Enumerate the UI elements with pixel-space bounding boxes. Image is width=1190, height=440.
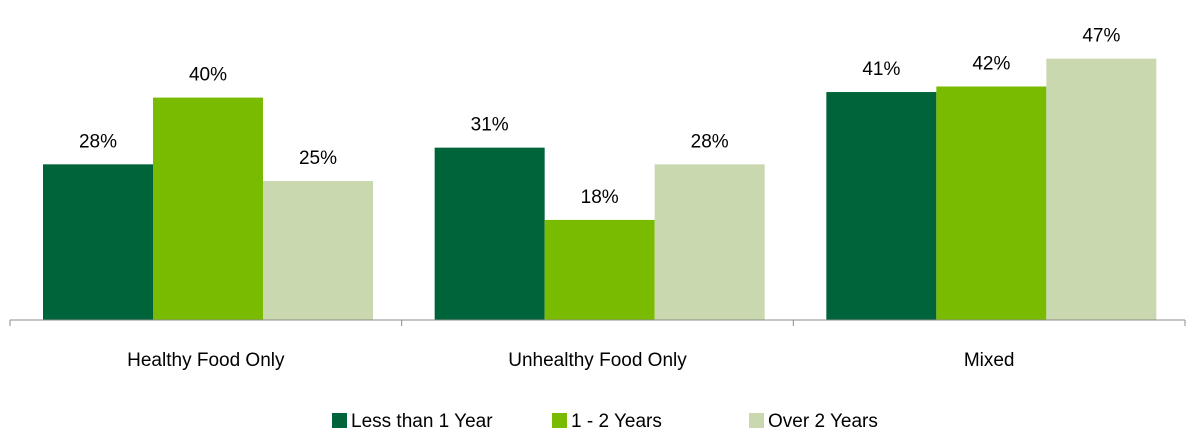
value-labels-layer: 28% 40% 25% 31% 18% 28% 41% 42% 47% <box>79 26 1120 208</box>
data-label-unhealthy-food-only-over-2-years: 28% <box>691 131 729 152</box>
bar-unhealthy-food-only-over-2-years <box>654 164 765 320</box>
x-axis <box>9 319 1186 326</box>
bars-layer <box>43 58 1157 321</box>
bar-mixed-1-2-years <box>936 86 1047 320</box>
category-label-mixed: Mixed <box>964 350 1015 371</box>
legend-label-less-than-1-year: Less than 1 Year <box>351 411 493 432</box>
bar-healthy-food-only-less-than-1-year <box>43 164 153 320</box>
bar-unhealthy-food-only-less-than-1-year <box>434 147 545 320</box>
bar-healthy-food-only-over-2-years <box>263 181 373 320</box>
data-label-unhealthy-food-only-1-2-years: 18% <box>581 187 619 208</box>
legend-label-over-2-years: Over 2 Years <box>768 411 878 432</box>
category-label-healthy-food-only: Healthy Food Only <box>127 350 285 371</box>
category-labels-layer: Healthy Food Only Unhealthy Food Only Mixe… <box>127 350 1014 371</box>
data-label-mixed-1-2-years: 42% <box>972 53 1010 74</box>
bar-unhealthy-food-only-1-2-years <box>544 219 655 320</box>
data-label-healthy-food-only-over-2-years: 25% <box>299 148 337 169</box>
bar-mixed-over-2-years <box>1046 58 1157 321</box>
bar-mixed-less-than-1-year <box>826 92 937 320</box>
data-label-mixed-over-2-years: 47% <box>1082 26 1120 47</box>
data-label-unhealthy-food-only-less-than-1-year: 31% <box>471 115 509 136</box>
data-label-healthy-food-only-less-than-1-year: 28% <box>79 131 117 152</box>
category-label-unhealthy-food-only: Unhealthy Food Only <box>508 350 687 371</box>
data-label-mixed-less-than-1-year: 41% <box>862 59 900 80</box>
legend: Less than 1 Year 1 - 2 Years Over 2 Years <box>332 411 878 432</box>
legend-swatch-less-than-1-year <box>332 413 347 428</box>
legend-swatch-1-2-years <box>552 413 567 428</box>
data-label-healthy-food-only-1-2-years: 40% <box>189 65 227 86</box>
legend-swatch-over-2-years <box>749 413 764 428</box>
bar-healthy-food-only-1-2-years <box>153 97 263 320</box>
legend-label-1-2-years: 1 - 2 Years <box>571 411 662 432</box>
